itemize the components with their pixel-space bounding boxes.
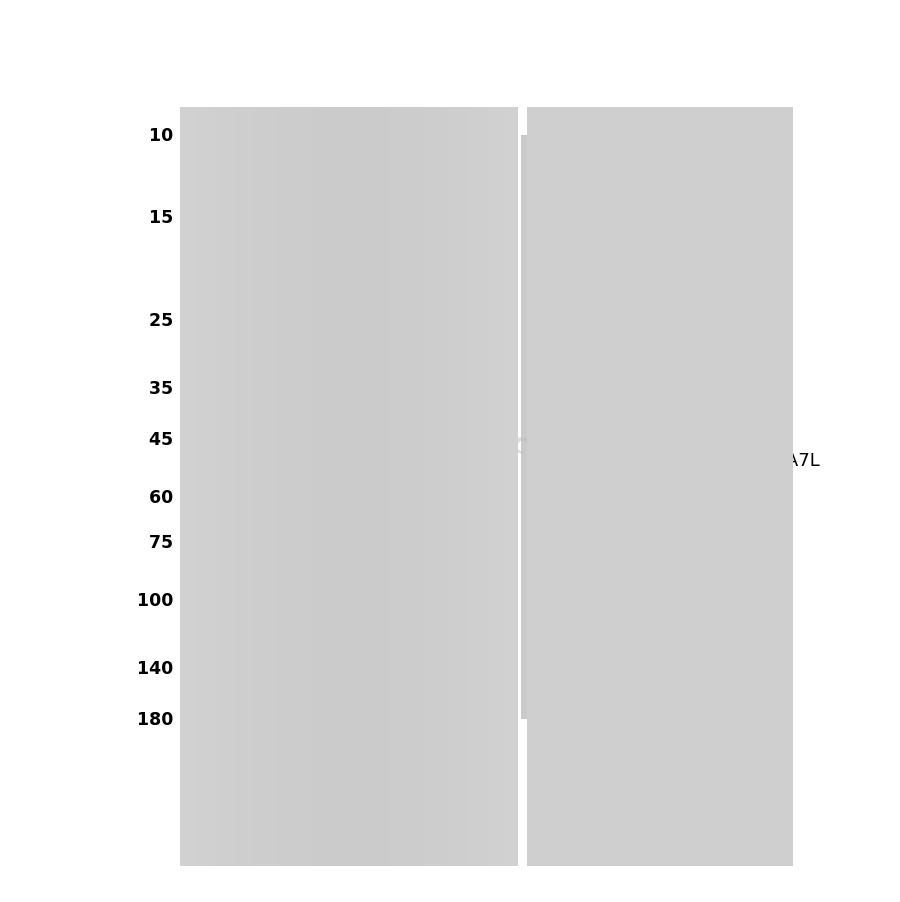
Ellipse shape [421,453,473,468]
FancyBboxPatch shape [252,136,514,720]
FancyBboxPatch shape [520,136,726,720]
Text: 25 kDa→: 25 kDa→ [148,312,231,330]
Text: MCF-7: MCF-7 [612,681,664,733]
Text: 140 kDa→: 140 kDa→ [137,659,231,677]
Text: 100 kDa→: 100 kDa→ [137,592,231,610]
Text: A549: A549 [299,687,345,733]
Text: 180 kDa→: 180 kDa→ [137,711,231,729]
Text: 60 kDa→: 60 kDa→ [148,489,231,507]
Text: CDCA7L: CDCA7L [747,452,820,470]
Text: 35 kDa→: 35 kDa→ [148,380,231,398]
Text: HEK-293T: HEK-293T [368,659,443,733]
Text: HeLa: HeLa [435,688,480,733]
Text: 10 kDa→: 10 kDa→ [148,127,231,145]
Text: K-562: K-562 [543,685,591,733]
Text: 45 kDa→: 45 kDa→ [148,430,231,448]
Ellipse shape [529,453,581,468]
Text: www.PTG3.COM: www.PTG3.COM [383,363,567,479]
Ellipse shape [285,453,338,468]
Text: 75 kDa→: 75 kDa→ [148,534,231,552]
Ellipse shape [443,495,452,501]
Text: 15 kDa→: 15 kDa→ [148,209,231,227]
Ellipse shape [599,453,652,468]
Ellipse shape [355,453,407,468]
